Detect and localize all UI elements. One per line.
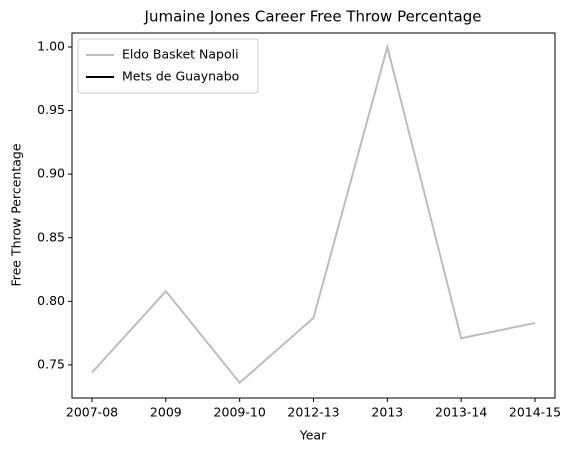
legend-label: Mets de Guaynabo (122, 69, 239, 84)
x-tick-label: 2007-08 (66, 405, 118, 420)
plot-frame (71, 32, 556, 399)
legend-label: Eldo Basket Napoli (122, 47, 239, 62)
y-tick-label: 0.85 (37, 229, 65, 244)
y-axis-label: Free Throw Percentage (9, 143, 24, 286)
y-tick-label: 0.80 (37, 293, 65, 308)
y-tick-label: 1.00 (37, 38, 65, 53)
x-tick-label: 2013-14 (435, 405, 487, 420)
x-tick-label: 2013 (371, 405, 403, 420)
x-axis-label: Year (299, 428, 327, 443)
series-line (91, 43, 536, 385)
legend-box (77, 38, 259, 94)
x-tick-label: 2012-13 (287, 405, 339, 420)
y-tick-label: 0.75 (37, 356, 65, 371)
chart-title: Jumaine Jones Career Free Throw Percenta… (144, 8, 482, 26)
x-tick-label: 2009 (150, 405, 182, 420)
x-tick-label: 2009-10 (214, 405, 266, 420)
y-tick-label: 0.90 (37, 166, 65, 181)
y-tick-label: 0.95 (37, 102, 65, 117)
x-tick-label: 2014-15 (509, 405, 561, 420)
